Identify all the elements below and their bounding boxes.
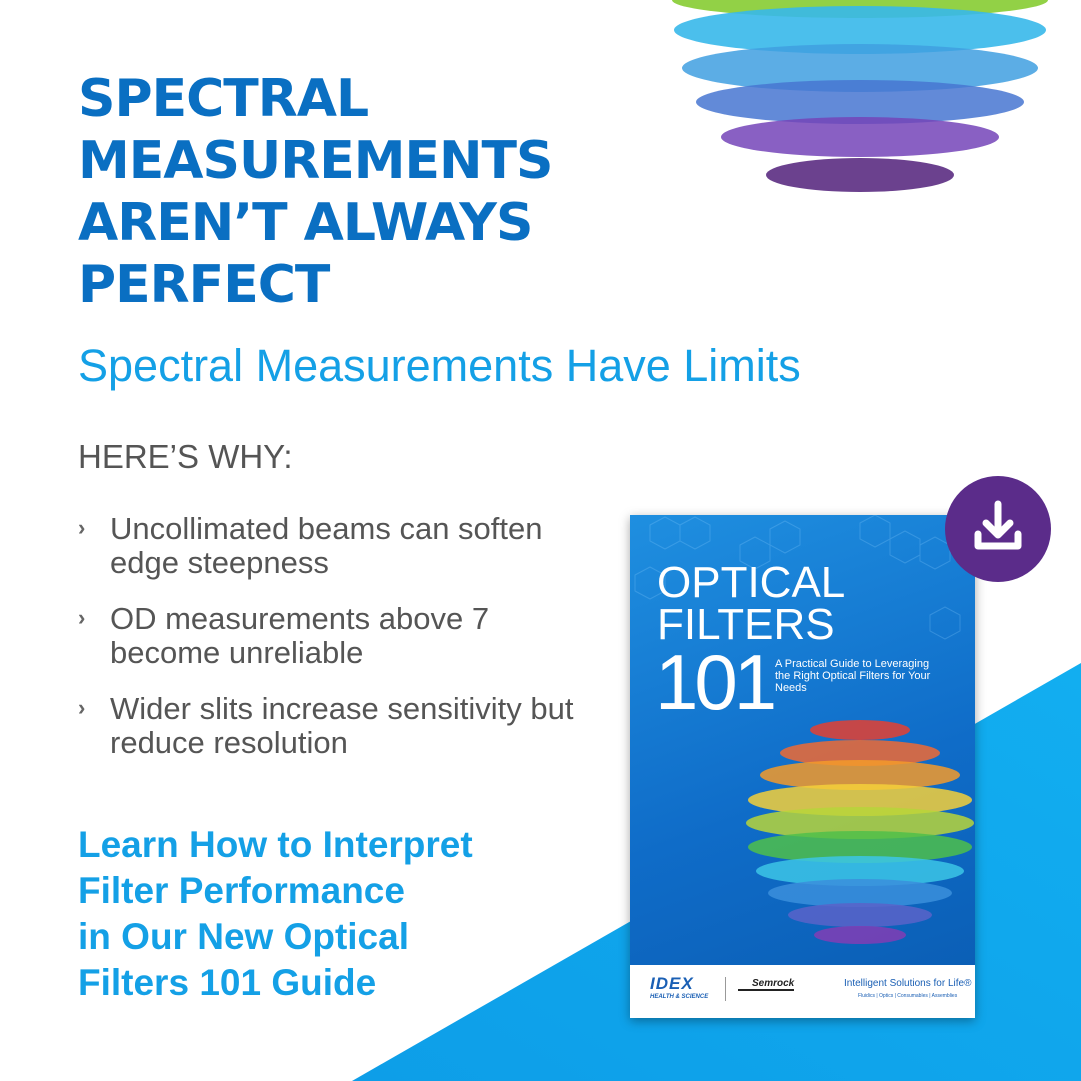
headline-line: AREN’T ALWAYS bbox=[78, 193, 533, 253]
download-button[interactable] bbox=[945, 476, 1051, 582]
download-icon bbox=[974, 500, 1022, 550]
headline-line: MEASUREMENTS bbox=[78, 131, 553, 191]
tagline-subtext: Fluidics | Optics | Consumables | Assemb… bbox=[858, 993, 958, 999]
book-cover-front: OPTICAL FILTERS 101 A Practical Guide to… bbox=[630, 515, 975, 965]
book-title-line: OPTICAL bbox=[657, 558, 846, 607]
heres-why-heading: HERE’S WHY: bbox=[78, 438, 293, 475]
list-item-text: Wider slits increase sensitivity but red… bbox=[110, 691, 574, 760]
guide-book-cover[interactable]: OPTICAL FILTERS 101 A Practical Guide to… bbox=[630, 515, 975, 1018]
chevron-right-icon: › bbox=[78, 515, 86, 540]
idex-logo-subtext: HEALTH & SCIENCE bbox=[650, 994, 709, 1000]
book-number: 101 bbox=[655, 638, 777, 726]
subheadline: Spectral Measurements Have Limits bbox=[78, 340, 801, 391]
call-to-action[interactable]: Learn How to Interpret Filter Performanc… bbox=[78, 822, 578, 1006]
cta-line: in Our New Optical bbox=[78, 916, 409, 957]
headline-line: PERFECT bbox=[78, 255, 330, 315]
cta-line: Filter Performance bbox=[78, 870, 405, 911]
headline: SPECTRAL MEASUREMENTS AREN’T ALWAYS PERF… bbox=[78, 68, 553, 316]
semrock-logo: Semrock bbox=[738, 978, 795, 991]
list-item: › Wider slits increase sensitivity but r… bbox=[78, 692, 598, 760]
book-title: OPTICAL FILTERS bbox=[657, 558, 846, 649]
spectral-sphere-graphic bbox=[746, 720, 974, 944]
list-item: › OD measurements above 7 become unrelia… bbox=[78, 602, 598, 670]
reasons-list: › Uncollimated beams can soften edge ste… bbox=[78, 512, 598, 782]
cta-line: Learn How to Interpret bbox=[78, 824, 473, 865]
spectral-disc-stack-graphic bbox=[672, 0, 1048, 192]
footer-divider bbox=[725, 977, 726, 1001]
list-item: › Uncollimated beams can soften edge ste… bbox=[78, 512, 598, 580]
chevron-right-icon: › bbox=[78, 605, 86, 630]
book-footer: IDEX HEALTH & SCIENCE Semrock Intelligen… bbox=[630, 965, 975, 1018]
list-item-text: OD measurements above 7 become unreliabl… bbox=[110, 601, 490, 670]
headline-line: SPECTRAL bbox=[78, 69, 369, 129]
cta-line: Filters 101 Guide bbox=[78, 962, 377, 1003]
tagline: Intelligent Solutions for Life® bbox=[844, 978, 972, 989]
chevron-right-icon: › bbox=[78, 695, 86, 720]
list-item-text: Uncollimated beams can soften edge steep… bbox=[110, 511, 543, 580]
hexagon-pattern bbox=[634, 515, 961, 640]
book-title-line: FILTERS bbox=[657, 600, 835, 649]
book-subtitle: A Practical Guide to Leveraging the Righ… bbox=[775, 658, 931, 694]
idex-logo: IDEX bbox=[650, 974, 694, 993]
